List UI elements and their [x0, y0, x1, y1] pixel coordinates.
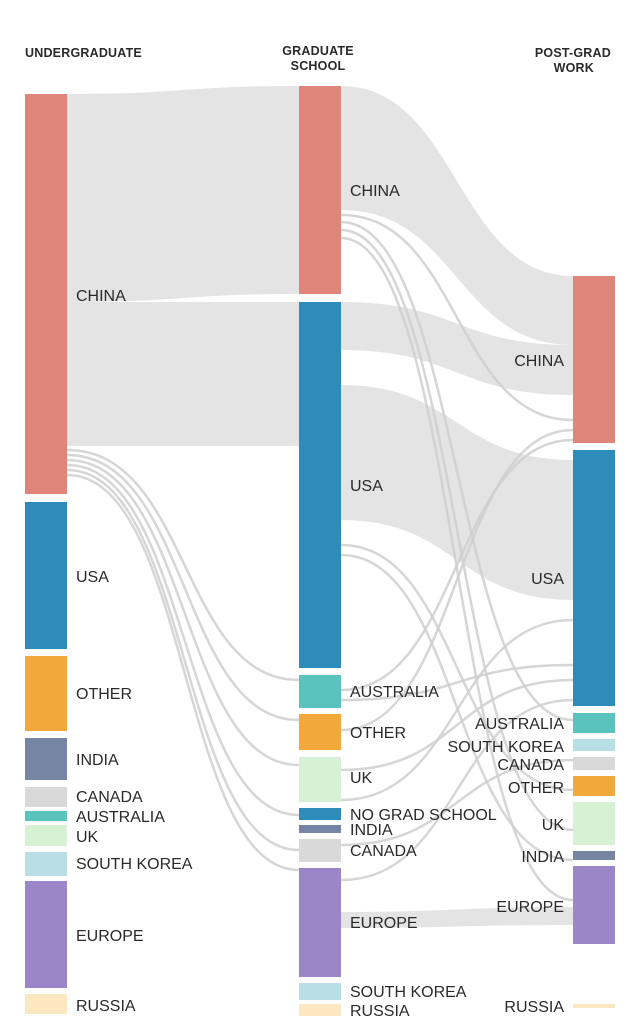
- node-undergrad-india: [25, 738, 67, 780]
- node-undergrad-china: [25, 94, 67, 494]
- flow-thread: [340, 678, 574, 772]
- node-grad-europe: [299, 868, 341, 977]
- label-grad-usa: USA: [350, 478, 383, 495]
- label-grad-south-korea: SOUTH KOREA: [350, 984, 467, 1001]
- flow-thread: [340, 543, 574, 792]
- column-heading-postgrad-line1: POST-GRAD: [535, 46, 611, 60]
- node-grad-canada: [299, 839, 341, 862]
- label-post-australia: AUSTRALIA: [475, 716, 564, 733]
- label-undergrad-canada: CANADA: [76, 789, 143, 806]
- undergraduate-column: CHINA USA OTHER INDIA CANADA AUSTRALIA U…: [25, 94, 193, 1015]
- node-undergrad-uk: [25, 825, 67, 846]
- node-undergrad-australia: [25, 811, 67, 821]
- label-post-south-korea: SOUTH KOREA: [448, 739, 565, 756]
- flow-thread: [340, 698, 574, 882]
- flow-thread: [340, 618, 574, 802]
- label-post-china: CHINA: [514, 353, 564, 370]
- node-post-canada: [573, 757, 615, 770]
- label-undergrad-australia: AUSTRALIA: [76, 809, 165, 826]
- node-grad-other: [299, 714, 341, 750]
- flow-thread: [66, 453, 300, 722]
- label-grad-canada: CANADA: [350, 843, 417, 860]
- label-grad-uk: UK: [350, 770, 373, 787]
- label-grad-india: INDIA: [350, 822, 393, 839]
- node-grad-russia: [299, 1004, 341, 1016]
- node-undergrad-other: [25, 656, 67, 731]
- node-undergrad-usa: [25, 502, 67, 649]
- node-undergrad-south-korea: [25, 852, 67, 876]
- flows-undergrad-to-grad: [66, 86, 300, 872]
- flows-grad-to-postgrad: [340, 86, 574, 928]
- flow-thread: [66, 458, 300, 767]
- label-grad-other: OTHER: [350, 725, 406, 742]
- flow-thread: [340, 758, 574, 847]
- flow-usa-china-work: [341, 302, 573, 395]
- node-grad-south-korea: [299, 983, 341, 1000]
- column-heading-graduate-line2: SCHOOL: [291, 59, 346, 73]
- node-post-australia: [573, 713, 615, 733]
- flow-thread: [340, 220, 574, 722]
- label-post-russia: RUSSIA: [504, 999, 564, 1016]
- label-undergrad-europe: EUROPE: [76, 928, 144, 945]
- node-grad-uk: [299, 757, 341, 802]
- node-grad-usa: [299, 302, 341, 668]
- label-grad-china: CHINA: [350, 183, 400, 200]
- node-post-india: [573, 851, 615, 860]
- flow-thread: [340, 213, 574, 422]
- flow-thread: [66, 448, 300, 682]
- node-grad-no-grad-school: [299, 808, 341, 820]
- column-heading-postgrad-line2: WORK: [554, 61, 594, 75]
- label-undergrad-usa: USA: [76, 569, 109, 586]
- label-post-europe: EUROPE: [496, 899, 564, 916]
- label-post-usa: USA: [531, 571, 564, 588]
- label-grad-europe: EUROPE: [350, 915, 418, 932]
- flow-thread: [340, 553, 574, 862]
- label-undergrad-south-korea: SOUTH KOREA: [76, 856, 193, 873]
- flow-thread: [66, 468, 300, 852]
- node-post-usa: [573, 450, 615, 706]
- flow-thread: [340, 663, 574, 702]
- postgrad-work-column: CHINA USA AUSTRALIA SOUTH KOREA CANADA O…: [448, 276, 615, 1016]
- flow-thread: [66, 473, 300, 872]
- node-grad-india: [299, 825, 341, 833]
- flow-thread: [66, 463, 300, 817]
- flow-china-usa: [67, 302, 299, 446]
- flow-usa-usa-work: [341, 385, 573, 600]
- column-heading-undergraduate: UNDERGRADUATE: [25, 46, 142, 60]
- node-undergrad-russia: [25, 994, 67, 1014]
- flow-china-china-work: [341, 86, 573, 345]
- flow-thread: [340, 428, 574, 732]
- label-undergrad-other: OTHER: [76, 686, 132, 703]
- label-undergrad-india: INDIA: [76, 752, 119, 769]
- node-post-china: [573, 276, 615, 443]
- flow-thread: [340, 438, 574, 692]
- node-post-europe: [573, 866, 615, 944]
- node-grad-australia: [299, 675, 341, 708]
- label-grad-no-grad-school: NO GRAD SCHOOL: [350, 807, 497, 824]
- node-post-uk: [573, 802, 615, 845]
- node-post-south-korea: [573, 739, 615, 751]
- label-post-canada: CANADA: [497, 757, 564, 774]
- column-heading-graduate-line1: GRADUATE: [282, 44, 354, 58]
- node-undergrad-canada: [25, 787, 67, 807]
- label-post-india: INDIA: [521, 849, 564, 866]
- graduate-column: CHINA USA AUSTRALIA OTHER UK NO GRAD SCH…: [299, 86, 497, 1020]
- node-post-other: [573, 776, 615, 796]
- flow-thread: [340, 236, 574, 902]
- flow-china-china: [67, 86, 299, 302]
- node-undergrad-europe: [25, 881, 67, 988]
- label-post-uk: UK: [542, 817, 565, 834]
- flow-europe-europe-work: [341, 907, 573, 928]
- label-undergrad-uk: UK: [76, 829, 99, 846]
- label-undergrad-russia: RUSSIA: [76, 998, 136, 1015]
- flow-thread: [340, 228, 574, 832]
- node-grad-china: [299, 86, 341, 294]
- label-undergrad-china: CHINA: [76, 288, 126, 305]
- label-grad-australia: AUSTRALIA: [350, 684, 439, 701]
- label-post-other: OTHER: [508, 780, 564, 797]
- label-grad-russia: RUSSIA: [350, 1003, 410, 1020]
- node-post-russia: [573, 1004, 615, 1008]
